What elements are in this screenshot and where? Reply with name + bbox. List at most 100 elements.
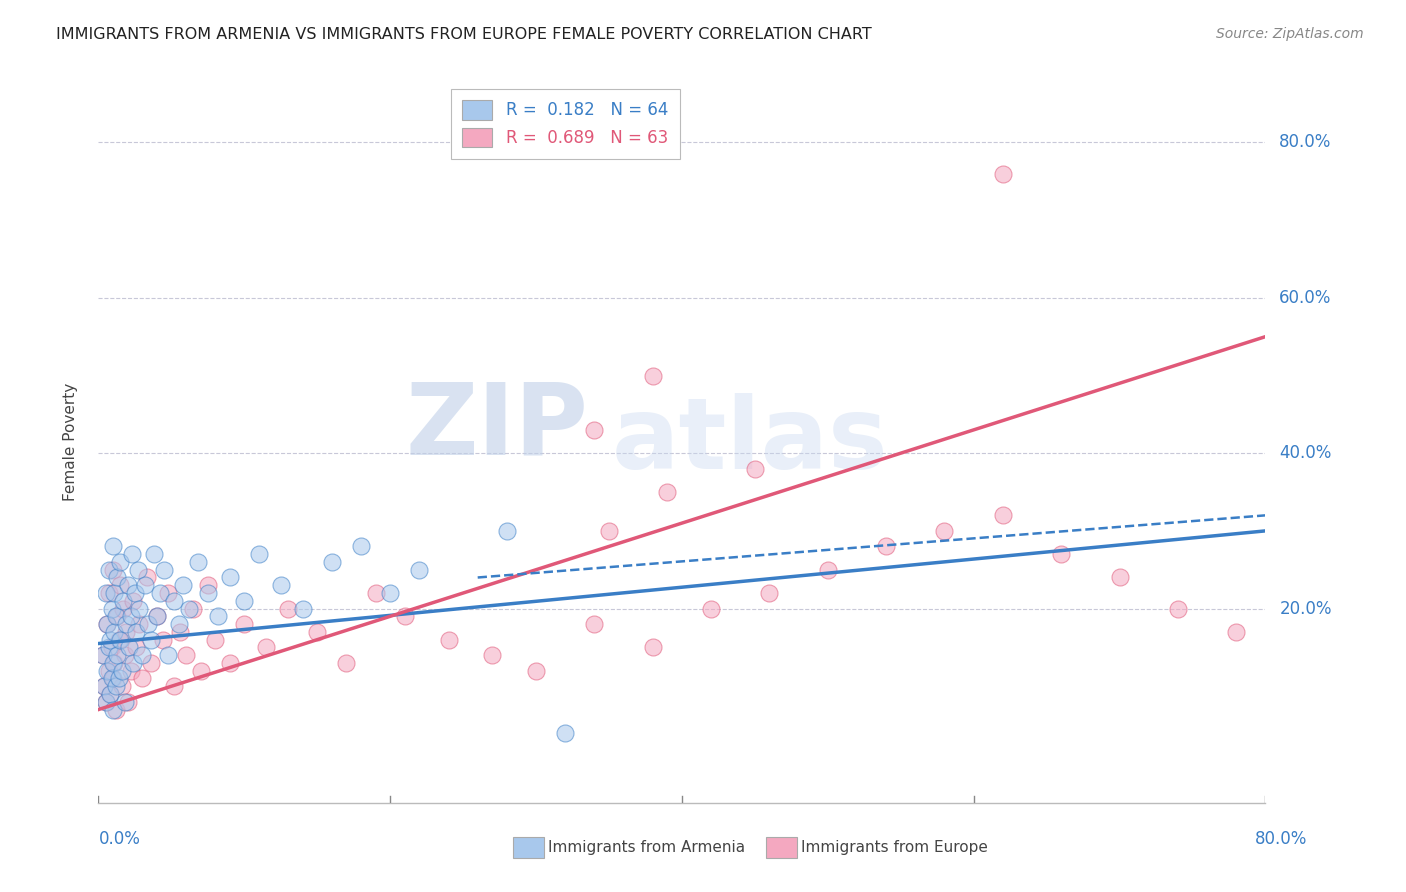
Point xyxy=(122,594,145,608)
Text: Immigrants from Armenia: Immigrants from Armenia xyxy=(548,840,745,855)
Point xyxy=(187,555,209,569)
Point xyxy=(481,648,503,663)
Text: 80.0%: 80.0% xyxy=(1279,134,1331,152)
Point xyxy=(115,617,138,632)
Point xyxy=(97,664,120,678)
Point xyxy=(700,601,723,615)
Point xyxy=(94,695,117,709)
Point xyxy=(114,695,136,709)
Point xyxy=(117,695,139,709)
Point xyxy=(167,617,190,632)
Point xyxy=(163,594,186,608)
Point xyxy=(103,624,125,639)
Point xyxy=(437,632,460,647)
Point xyxy=(122,656,145,670)
Point xyxy=(110,578,132,592)
Point xyxy=(524,664,547,678)
Point xyxy=(105,609,128,624)
Point xyxy=(991,508,1014,523)
Point xyxy=(98,687,121,701)
Point xyxy=(100,601,122,615)
Point xyxy=(657,485,679,500)
Point xyxy=(120,664,142,678)
Point xyxy=(146,609,169,624)
Point xyxy=(169,624,191,639)
Point xyxy=(190,664,212,678)
Text: ZIP: ZIP xyxy=(406,378,589,475)
Point xyxy=(108,672,131,686)
Point xyxy=(134,578,156,592)
Point xyxy=(817,563,839,577)
Point xyxy=(100,672,122,686)
Point xyxy=(105,570,128,584)
Point xyxy=(1225,624,1247,639)
Point xyxy=(197,578,219,592)
Point xyxy=(218,570,240,584)
Point xyxy=(97,586,120,600)
Text: Immigrants from Europe: Immigrants from Europe xyxy=(801,840,988,855)
Point xyxy=(641,368,664,383)
Point xyxy=(91,648,114,663)
Point xyxy=(146,609,169,624)
Point xyxy=(335,656,357,670)
Point xyxy=(991,167,1014,181)
Text: 40.0%: 40.0% xyxy=(1279,444,1331,462)
Point xyxy=(177,601,200,615)
Point xyxy=(131,648,153,663)
Point xyxy=(111,679,134,693)
Point xyxy=(364,586,387,600)
Point xyxy=(101,563,124,577)
Point xyxy=(101,672,124,686)
Point xyxy=(934,524,956,538)
Point xyxy=(96,617,118,632)
Point xyxy=(152,632,174,647)
Point xyxy=(207,609,229,624)
Point xyxy=(350,540,373,554)
Point xyxy=(204,632,226,647)
Point xyxy=(197,586,219,600)
Point xyxy=(128,601,150,615)
Point xyxy=(254,640,277,655)
Point xyxy=(98,687,121,701)
Point xyxy=(128,617,150,632)
Text: atlas: atlas xyxy=(612,393,889,490)
Point xyxy=(124,586,146,600)
Point xyxy=(139,656,162,670)
Point xyxy=(1050,547,1073,561)
Point xyxy=(101,656,124,670)
Point xyxy=(101,540,124,554)
Point xyxy=(125,640,148,655)
Point xyxy=(97,563,120,577)
Point xyxy=(94,695,117,709)
Point xyxy=(100,640,122,655)
Text: Source: ZipAtlas.com: Source: ZipAtlas.com xyxy=(1216,27,1364,41)
Legend: R =  0.182   N = 64, R =  0.689   N = 63: R = 0.182 N = 64, R = 0.689 N = 63 xyxy=(451,88,679,159)
Text: 20.0%: 20.0% xyxy=(1279,599,1331,617)
Point xyxy=(163,679,186,693)
Text: 60.0%: 60.0% xyxy=(1279,289,1331,307)
Point xyxy=(321,555,343,569)
Point xyxy=(744,461,766,475)
Point xyxy=(218,656,240,670)
Point xyxy=(153,563,176,577)
Point xyxy=(104,702,127,716)
Point xyxy=(94,586,117,600)
Point xyxy=(98,632,121,647)
Point xyxy=(233,617,256,632)
Point xyxy=(93,679,115,693)
Point xyxy=(127,563,149,577)
Point xyxy=(110,555,132,569)
Point xyxy=(307,624,329,639)
Point xyxy=(112,601,135,615)
Point xyxy=(1108,570,1130,584)
Point xyxy=(112,594,135,608)
Text: IMMIGRANTS FROM ARMENIA VS IMMIGRANTS FROM EUROPE FEMALE POVERTY CORRELATION CHA: IMMIGRANTS FROM ARMENIA VS IMMIGRANTS FR… xyxy=(56,27,872,42)
Point xyxy=(103,656,125,670)
Point xyxy=(641,640,664,655)
Point xyxy=(118,640,141,655)
Point xyxy=(121,547,143,561)
Text: 0.0%: 0.0% xyxy=(98,830,141,847)
Point xyxy=(117,578,139,592)
Y-axis label: Female Poverty: Female Poverty xyxy=(63,383,77,500)
Point xyxy=(157,586,180,600)
